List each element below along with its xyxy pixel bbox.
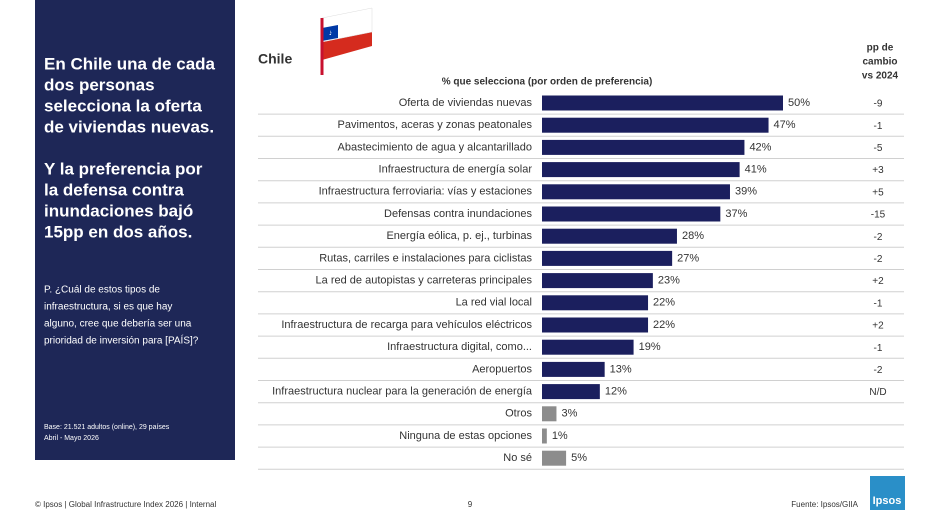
bar (542, 228, 677, 244)
logo-box (870, 476, 905, 510)
chart-subtitle: % que selecciona (por orden de preferenc… (442, 77, 653, 88)
bar (542, 117, 769, 133)
base-line: Abril - Mayo 2026 (44, 435, 99, 442)
bar (542, 428, 547, 444)
category-label: Oferta de viviendas nuevas (399, 97, 533, 109)
change-value: -2 (874, 254, 883, 265)
value-label: 39% (735, 186, 757, 198)
bar (542, 339, 634, 355)
value-label: 41% (745, 164, 767, 176)
category-label: No sé (503, 452, 532, 464)
value-label: 42% (749, 141, 771, 153)
bar (542, 250, 673, 266)
bar (542, 273, 653, 289)
bar (542, 295, 649, 311)
bar (542, 317, 649, 333)
value-label: 50% (788, 97, 810, 109)
change-value: +2 (872, 276, 884, 287)
change-value: -1 (874, 343, 883, 354)
bar (542, 206, 721, 222)
change-header: pp de (867, 43, 894, 54)
change-header: cambio (862, 57, 897, 68)
value-label: 22% (653, 319, 675, 331)
logo: Ipsos (873, 495, 902, 507)
category-label: Infraestructura de recarga para vehículo… (281, 319, 532, 331)
value-label: 27% (677, 252, 699, 264)
headline-line: Y la preferencia por (44, 159, 203, 178)
bar (542, 406, 557, 422)
change-value: +5 (872, 187, 884, 198)
question-line: prioridad de inversión para [PAÍS]? (44, 334, 199, 347)
bar (542, 95, 783, 111)
category-label: Energía eólica, p. ej., turbinas (386, 230, 532, 242)
category-label: Rutas, carriles e instalaciones para cic… (319, 252, 532, 264)
change-value: N/D (869, 387, 886, 398)
category-label: Abastecimiento de agua y alcantarillado (338, 141, 532, 153)
question-line: infraestructura, si es que hay (44, 302, 172, 313)
value-label: 22% (653, 297, 675, 309)
bar (542, 450, 567, 466)
left-panel (35, 0, 235, 460)
change-value: -1 (874, 121, 883, 132)
headline-line: de viviendas nuevas. (44, 117, 214, 136)
value-label: 19% (639, 341, 661, 353)
bar (542, 384, 600, 400)
chart-title: Chile (258, 51, 292, 67)
category-label: La red vial local (456, 297, 532, 309)
category-label: Otros (505, 408, 532, 420)
flag (320, 7, 373, 75)
category-label: Defensas contra inundaciones (384, 208, 532, 220)
bar (542, 162, 740, 178)
value-label: 5% (571, 452, 587, 464)
question-line: P. ¿Cuál de estos tipos de (44, 285, 160, 296)
value-label: 23% (658, 275, 680, 287)
category-label: Ninguna de estas opciones (399, 430, 532, 442)
value-label: 47% (774, 119, 796, 131)
change-value: -9 (874, 99, 883, 110)
change-value: +2 (872, 321, 884, 332)
change-value: -15 (871, 210, 886, 221)
bar (542, 139, 745, 155)
category-label: La red de autopistas y carreteras princi… (316, 275, 533, 287)
value-label: 28% (682, 230, 704, 242)
question-line: alguno, cree que debería ser una (44, 319, 192, 330)
category-label: Infraestructura digital, como... (387, 341, 532, 353)
change-value: -2 (874, 232, 883, 243)
value-label: 3% (561, 408, 577, 420)
headline-line: 15pp en dos años. (44, 222, 192, 241)
category-label: Infraestructura de energía solar (379, 164, 533, 176)
headline-line: selecciona la oferta (44, 96, 202, 115)
headline-line: En Chile una de cada (44, 54, 216, 73)
headline-line: la defensa contra (44, 180, 184, 199)
value-label: 1% (552, 430, 568, 442)
value-label: 13% (610, 363, 632, 375)
page-number: 9 (468, 500, 473, 509)
category-label: Pavimentos, aceras y zonas peatonales (338, 119, 533, 131)
change-value: -1 (874, 298, 883, 309)
bar (542, 361, 605, 377)
headline-line: inundaciones bajó (44, 201, 193, 220)
value-label: 37% (725, 208, 747, 220)
value-label: 12% (605, 386, 627, 398)
bar (542, 184, 730, 200)
category-label: Infraestructura nuclear para la generaci… (272, 386, 533, 398)
category-label: Aeropuertos (472, 363, 532, 375)
change-header: vs 2024 (862, 71, 899, 82)
category-label: Infraestructura ferroviaria: vías y esta… (319, 186, 533, 198)
base-line: Base: 21.521 adultos (online), 29 países (44, 424, 170, 431)
change-value: -5 (874, 143, 883, 154)
footer-left: © Ipsos | Global Infrastructure Index 20… (35, 500, 216, 509)
footer-source: Fuente: Ipsos/GIIA (791, 500, 858, 509)
change-value: -2 (874, 365, 883, 376)
change-value: +3 (872, 165, 884, 176)
headline-line: dos personas (44, 75, 155, 94)
